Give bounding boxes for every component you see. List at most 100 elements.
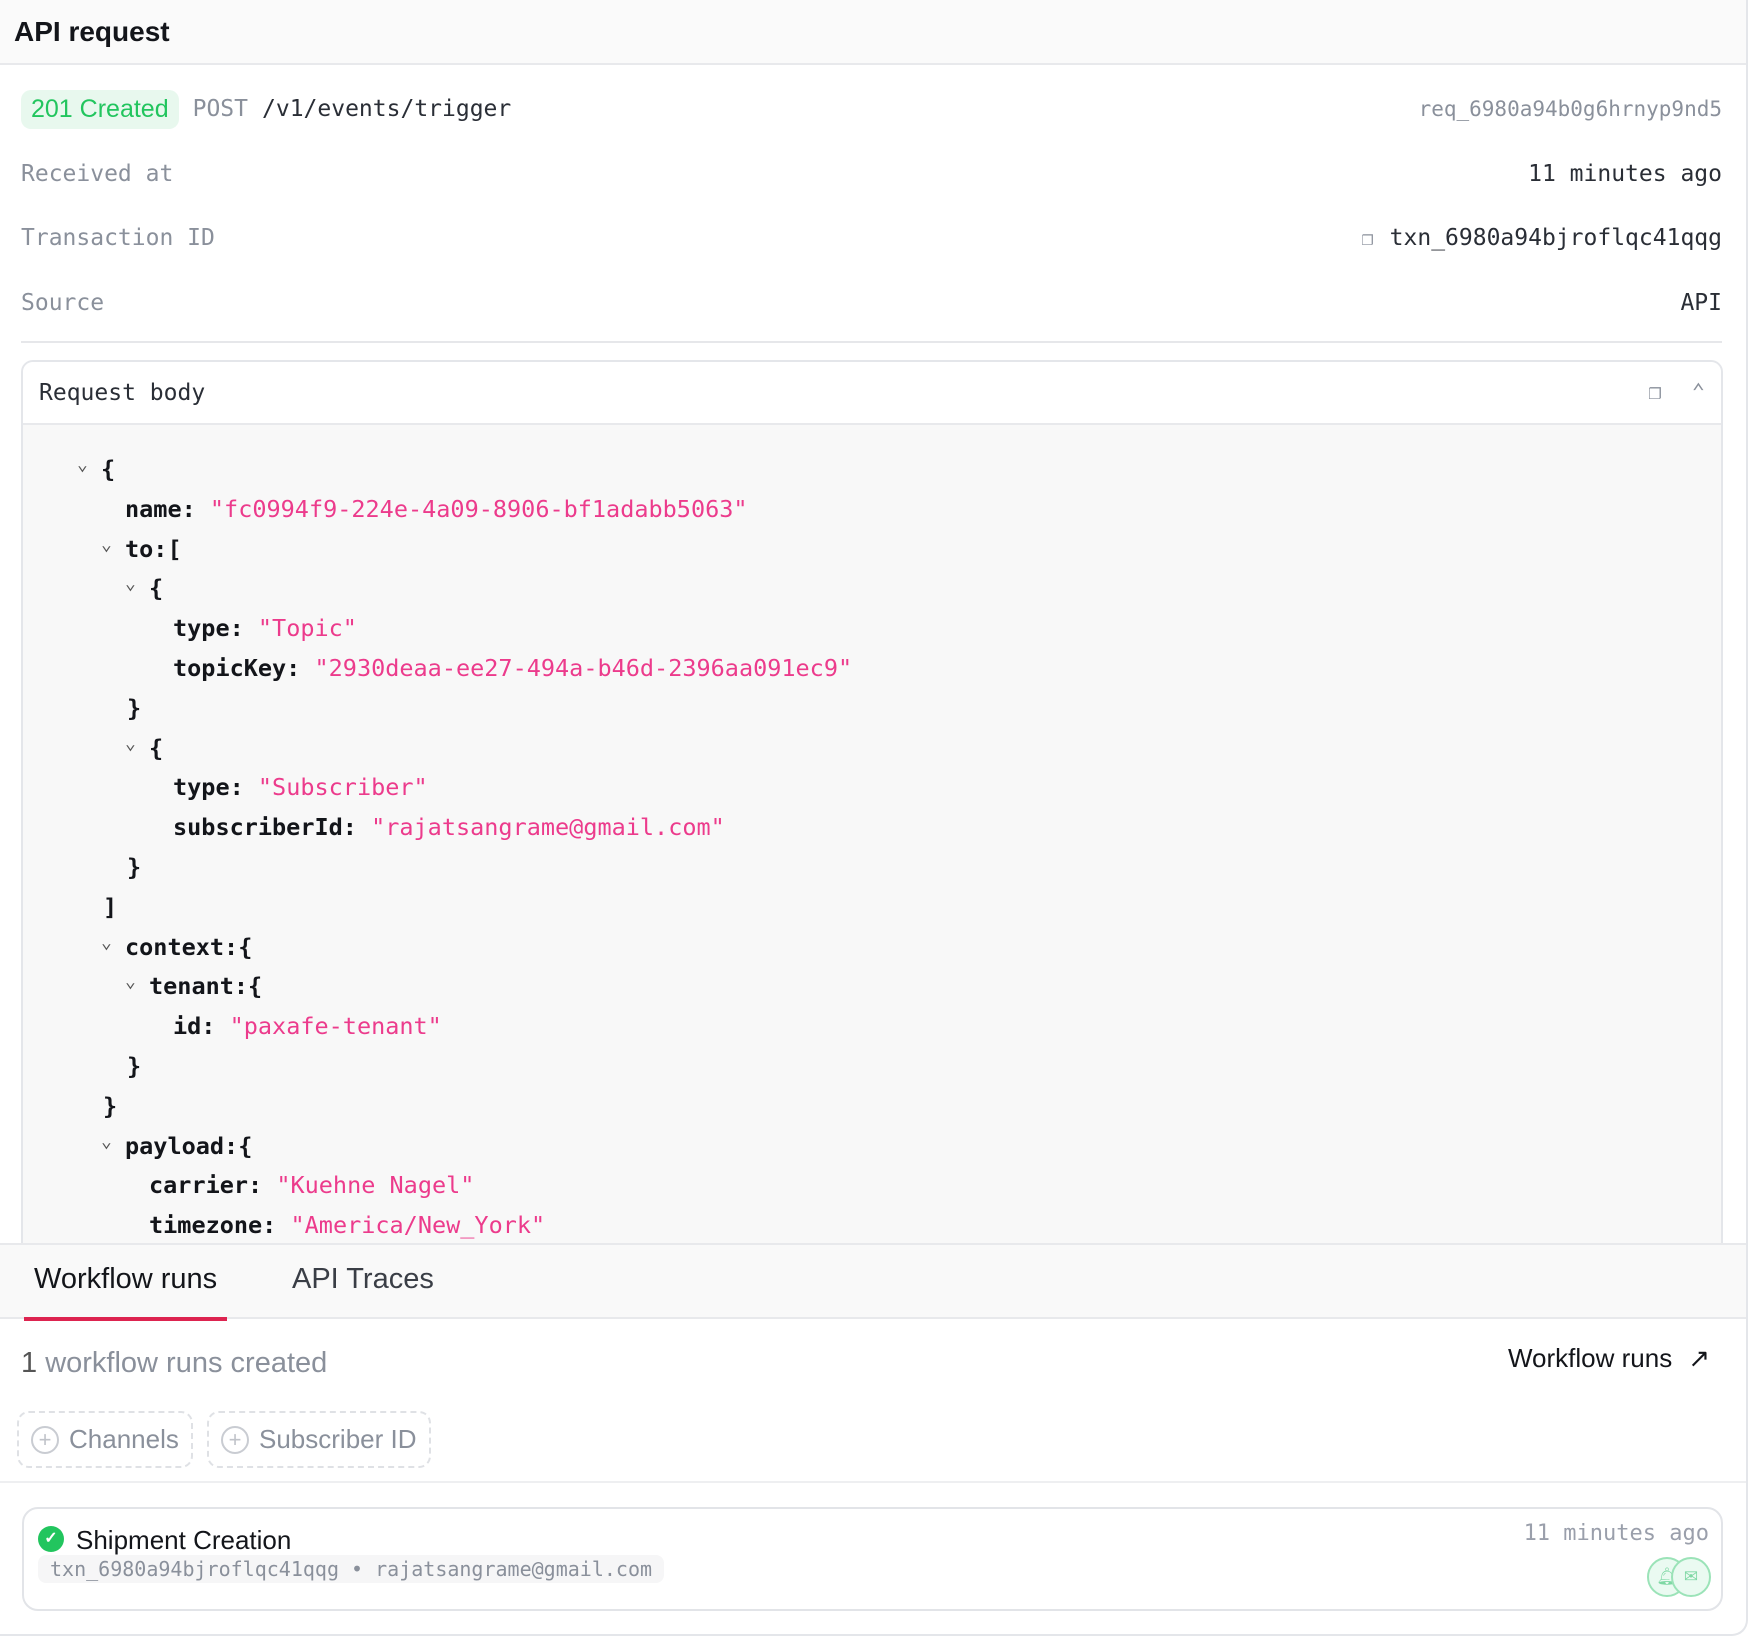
request-summary: 201 Created POST /v1/events/trigger req_… [21,89,1722,129]
json-string: "America/New_York" [290,1211,546,1240]
request-id: req_6980a94b0g6hrnyp9nd5 [1418,97,1722,121]
tab-bar: Workflow runs API Traces [0,1243,1746,1321]
chevron-down-icon[interactable]: ⌄ [125,732,136,754]
json-line: ⌄ to:[ [101,531,182,567]
divider [0,1481,1746,1483]
detail-source: Source API [21,283,1722,323]
request-body-header: Request body ❐ ⌃ [23,362,1721,425]
request-body-panel: Request body ❐ ⌃ ⌄{name: "fc0994f9-224e-4… [21,360,1723,1260]
filter-label: Channels [69,1424,179,1454]
json-bracket: { [149,733,164,762]
chevron-down-icon[interactable]: ⌄ [77,454,88,475]
chevron-down-icon[interactable]: ⌄ [101,533,112,555]
json-string: "paxafe-tenant" [229,1012,442,1041]
runs-count: 1 workflow runs created [21,1347,327,1380]
status-badge: 201 Created [21,89,179,129]
detail-label: Received at [21,161,174,187]
json-line: ⌄{ [125,730,164,766]
email-icon: ✉ [1671,1557,1711,1597]
json-viewer: ⌄{name: "fc0994f9-224e-4a09-8906-bf1adab… [23,425,1721,1245]
detail-value: txn_6980a94bjroflqc41qqg [1389,225,1722,251]
json-line: } [127,690,141,726]
tab-workflow-runs[interactable]: Workflow runs [24,1263,228,1321]
chevron-down-icon[interactable]: ⌄ [125,971,136,993]
json-key: tenant: [149,972,249,1001]
arrow-up-right-icon: ↗ [1688,1343,1710,1373]
json-string: "Kuehne Nagel" [276,1171,475,1200]
json-key: topicKey: [173,654,301,682]
copy-icon[interactable]: ❐ [1648,380,1662,405]
header: API request [0,0,1746,65]
link-label: Workflow runs [1507,1343,1673,1373]
detail-received-at: Received at 11 minutes ago [21,154,1722,194]
run-time: 11 minutes ago [1523,1521,1709,1546]
json-line: subscriberId: "rajatsangrame@gmail.com" [173,809,725,845]
json-bracket: } [127,693,142,722]
json-string: "2930deaa-ee27-494a-b46d-2396aa091ec9" [314,654,853,682]
detail-label: Source [21,290,105,316]
json-bracket: } [127,853,142,881]
copy-icon[interactable]: ❐ [1361,226,1374,250]
json-string: "rajatsangrame@gmail.com" [371,813,725,842]
json-line: ] [103,889,117,925]
json-string: "Topic" [257,614,357,643]
detail-label: Transaction ID [21,225,215,251]
json-bracket: { [101,455,116,483]
json-line: carrier: "Kuehne Nagel" [149,1167,474,1203]
json-line: ⌄ tenant:{ [125,968,262,1004]
json-line: topicKey: "2930deaa-ee27-494a-b46d-2396a… [173,650,852,686]
json-line: ⌄{ [77,451,116,487]
json-bracket: { [149,574,164,603]
json-key: payload: [125,1131,239,1160]
json-line: type: "Subscriber" [173,769,428,805]
json-bracket: { [238,1131,253,1160]
detail-transaction-id: Transaction ID ❐ txn_6980a94bjroflqc41qqg [21,218,1722,258]
json-bracket: } [103,1091,118,1120]
filter-subscriber-id[interactable]: + Subscriber ID [207,1411,431,1468]
json-string: "fc0994f9-224e-4a09-8906-bf1adabb5063" [209,494,748,523]
json-string: "Subscriber" [257,773,428,802]
json-key: name: [125,494,196,523]
json-line: type: "Topic" [173,610,357,646]
http-method: POST [192,96,248,122]
workflow-run-card[interactable]: ✓ Shipment Creation txn_6980a94bjroflqc4… [22,1507,1723,1611]
json-line: ⌄ context:{ [101,929,253,965]
detail-value: API [1680,290,1722,316]
json-line: ⌄{ [125,570,164,606]
request-path: /v1/events/trigger [262,96,512,122]
run-subtitle: txn_6980a94bjroflqc41qqg • rajatsangrame… [38,1555,665,1583]
page-title: API request [14,16,170,47]
run-title: Shipment Creation [76,1525,292,1555]
json-line: } [127,1048,141,1084]
check-circle-icon: ✓ [38,1526,64,1552]
json-bracket: { [238,932,253,961]
filter-channels[interactable]: + Channels [17,1411,193,1468]
chevron-up-icon[interactable]: ⌃ [1691,380,1705,405]
filter-label: Subscriber ID [259,1424,417,1454]
plus-icon: + [31,1425,59,1454]
json-key: carrier: [149,1171,263,1200]
json-line: id: "paxafe-tenant" [173,1008,442,1044]
detail-value: 11 minutes ago [1528,161,1722,187]
workflow-runs-link[interactable]: Workflow runs ↗ [1508,1343,1710,1374]
json-key: type: [173,773,244,802]
chevron-down-icon[interactable]: ⌄ [101,931,112,953]
tab-api-traces[interactable]: API Traces [292,1263,434,1295]
json-line: ⌄ payload:{ [101,1128,253,1164]
chevron-down-icon[interactable]: ⌄ [101,1130,112,1152]
json-key: id: [173,1012,216,1041]
json-line: } [103,1088,117,1124]
json-bracket: ] [103,892,118,921]
runs-count-text: workflow runs created [45,1347,328,1379]
json-line: } [127,849,141,885]
json-bracket: [ [167,534,182,563]
runs-count-number: 1 [21,1347,38,1379]
plus-icon: + [221,1425,249,1454]
json-key: to: [125,534,168,563]
json-key: timezone: [149,1211,277,1240]
panel-title: Request body [39,379,206,406]
chevron-down-icon[interactable]: ⌄ [125,573,136,595]
json-key: subscriberId: [173,813,357,842]
json-key: context: [125,932,239,961]
json-line: name: "fc0994f9-224e-4a09-8906-bf1adabb5… [125,491,748,527]
